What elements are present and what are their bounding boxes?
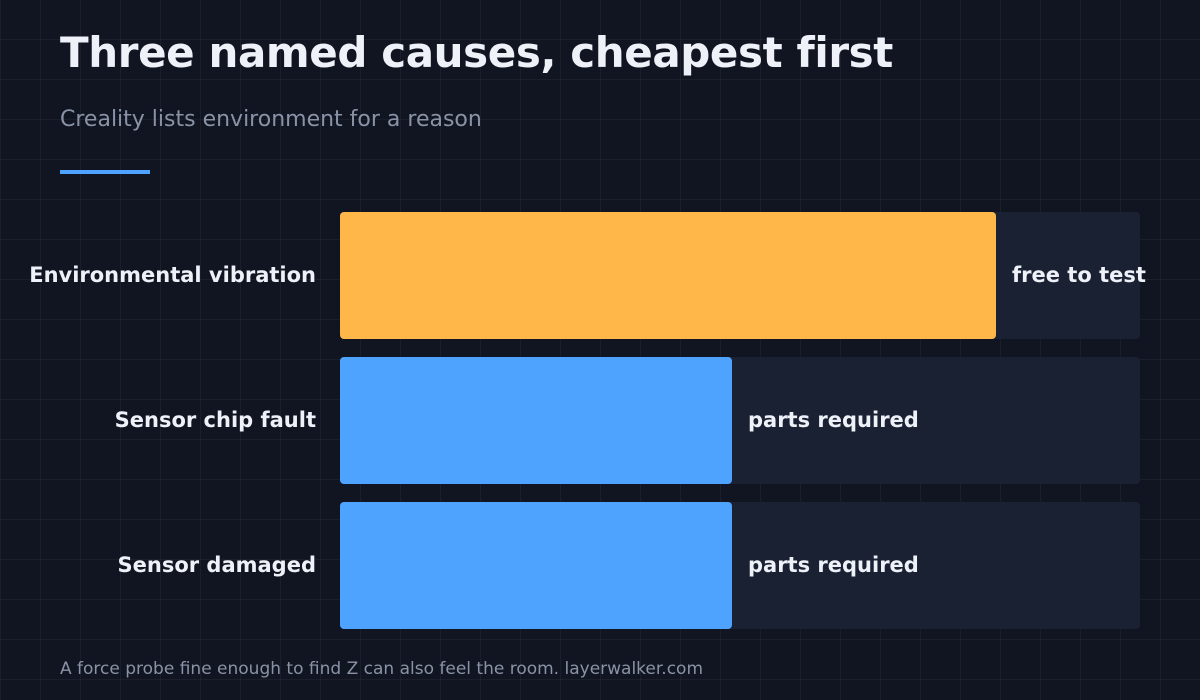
chart-title: Three named causes, cheapest first [60,28,893,77]
accent-rule [60,170,150,174]
category-label-sensor-chip-fault: Sensor chip fault [114,408,316,432]
chart-subtitle: Creality lists environment for a reason [60,107,482,132]
bar-annotation-sensor-chip-fault: parts required [748,408,919,432]
category-label-sensor-damaged: Sensor damaged [117,553,316,577]
category-label-environmental-vibration: Environmental vibration [29,263,316,287]
bar-annotation-sensor-damaged: parts required [748,553,919,577]
footer-caption: A force probe fine enough to find Z can … [60,659,704,679]
bar-sensor-chip-fault [340,357,732,484]
bar-sensor-damaged [340,502,732,629]
bar-environmental-vibration [340,212,996,339]
bar-annotation-environmental-vibration: free to test [1012,263,1146,287]
